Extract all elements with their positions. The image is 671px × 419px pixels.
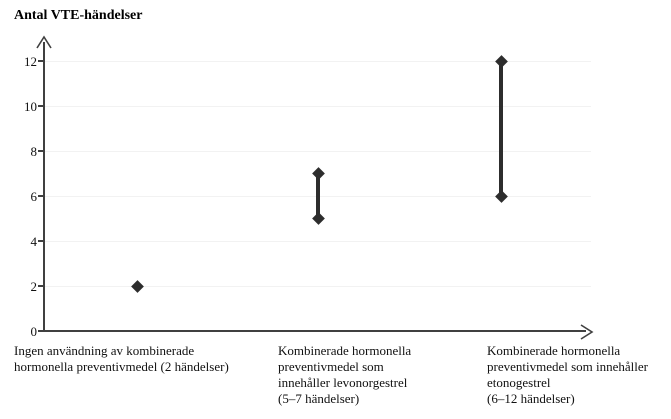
gridline: [45, 105, 591, 107]
y-axis-tick: [38, 330, 44, 332]
category-label-line: (6–12 händelser): [487, 391, 575, 406]
data-point-diamond: [494, 189, 508, 203]
category-label: Kombinerade hormonella preventivmedel som…: [278, 343, 411, 407]
y-tick-label: 4: [30, 233, 38, 249]
data-point-diamond: [494, 54, 508, 68]
chart-title: Antal VTE-händelser: [14, 8, 143, 23]
category-label-line: innehåller levonorgestrel: [278, 375, 408, 390]
y-axis-tick: [38, 195, 44, 197]
category-label-line: preventivmedel som: [278, 359, 384, 374]
range-bar: [499, 61, 503, 196]
x-axis: [43, 330, 586, 332]
gridline: [45, 240, 591, 242]
y-tick-label: 10: [24, 98, 37, 114]
gridline: [45, 150, 591, 152]
category-label-line: hormonella preventivmedel (2 händelser): [14, 359, 229, 374]
y-axis-tick: [38, 150, 44, 152]
y-axis-arrow-icon: [36, 35, 52, 49]
category-label-line: etonogestrel: [487, 375, 551, 390]
data-point-diamond: [130, 279, 144, 293]
y-axis-tick: [38, 285, 44, 287]
data-point-diamond: [311, 167, 325, 180]
y-tick-label: 2: [30, 278, 38, 294]
category-label: Ingen användning av kombinerade hormonell…: [14, 343, 229, 375]
category-label: Kombinerade hormonella preventivmedel som…: [487, 343, 648, 407]
gridline: [45, 285, 591, 287]
gridline: [45, 60, 591, 62]
y-axis: [43, 42, 45, 332]
category-label-line: Kombinerade hormonella: [487, 343, 621, 358]
y-tick-label: 12: [24, 53, 37, 69]
category-label-line: preventivmedel som innehåller: [487, 359, 649, 374]
y-axis-tick: [38, 60, 44, 62]
y-axis-tick: [38, 105, 44, 107]
y-tick-label: 0: [30, 323, 38, 339]
category-label-line: (5–7 händelser): [278, 391, 360, 406]
data-point-diamond: [311, 212, 325, 225]
category-label-line: Ingen användning av kombinerade: [14, 343, 195, 358]
y-tick-label: 8: [30, 143, 38, 159]
category-label-line: Kombinerade hormonella: [278, 343, 412, 358]
x-axis-arrow-icon: [580, 324, 594, 340]
y-axis-tick: [38, 240, 44, 242]
range-bar: [316, 173, 320, 219]
y-tick-label: 6: [30, 188, 38, 204]
